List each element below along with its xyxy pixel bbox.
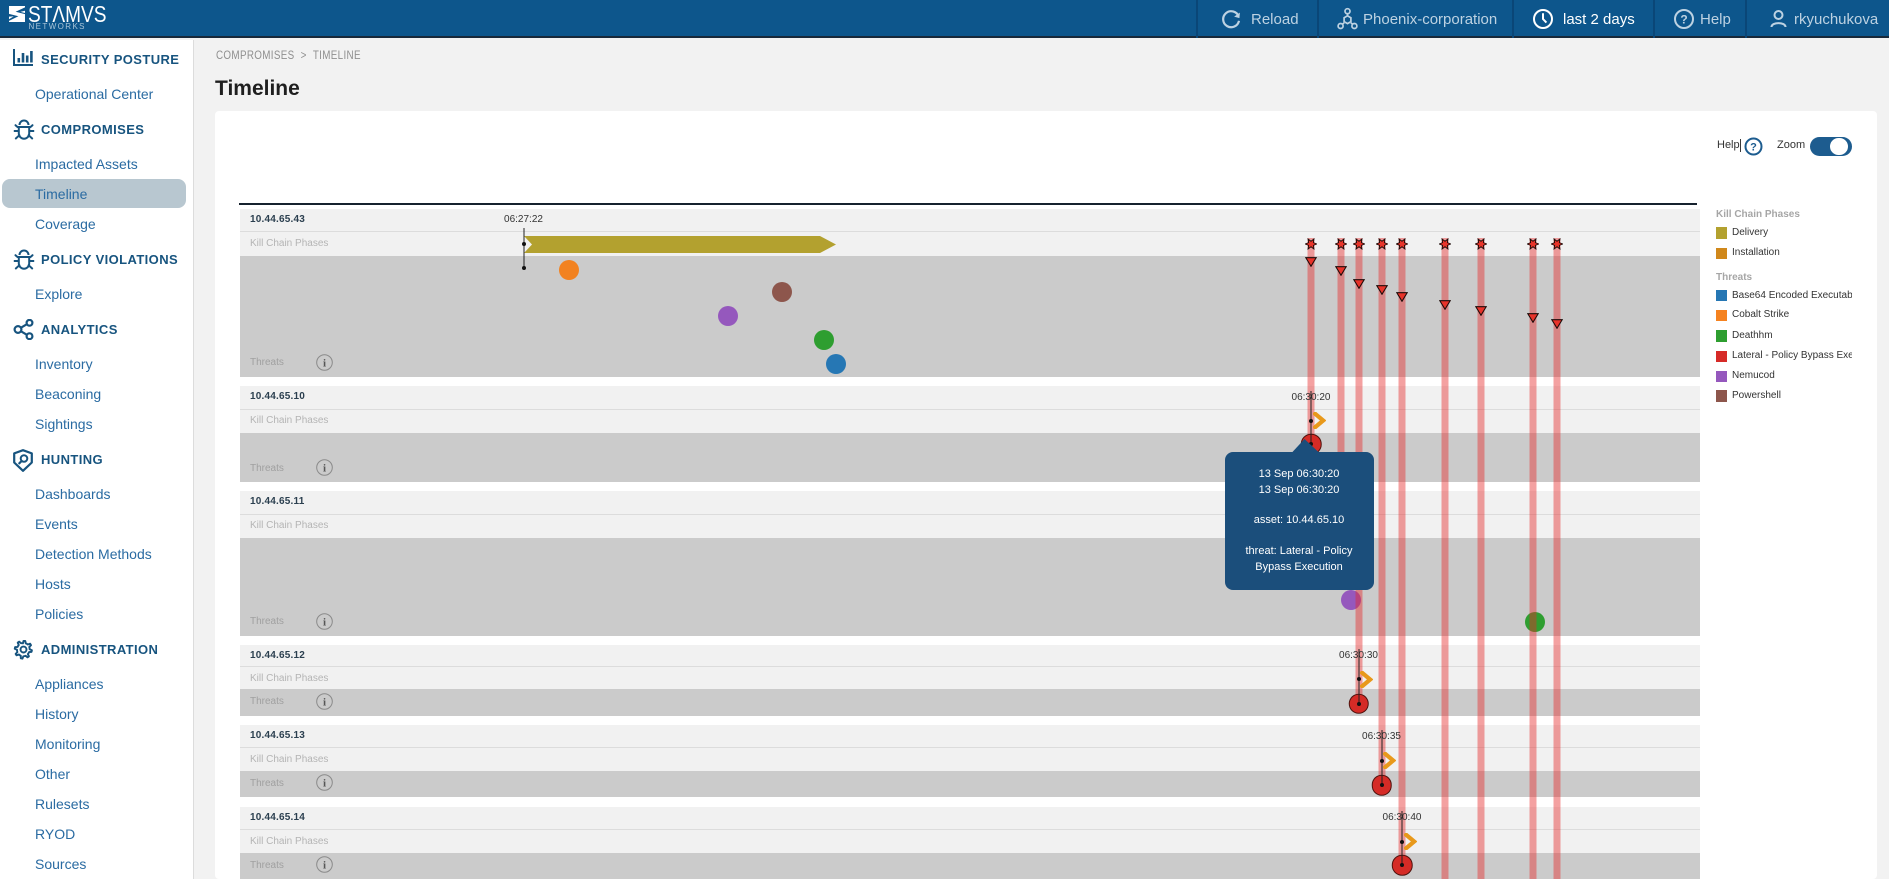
svg-text:i: i (322, 777, 325, 789)
svg-text:i: i (322, 357, 325, 369)
svg-text:i: i (322, 616, 325, 628)
svg-text:i: i (322, 462, 325, 474)
svg-text:i: i (322, 859, 325, 871)
svg-text:?: ? (1750, 142, 1757, 154)
svg-text:i: i (322, 696, 325, 708)
svg-text:?: ? (1680, 13, 1687, 27)
